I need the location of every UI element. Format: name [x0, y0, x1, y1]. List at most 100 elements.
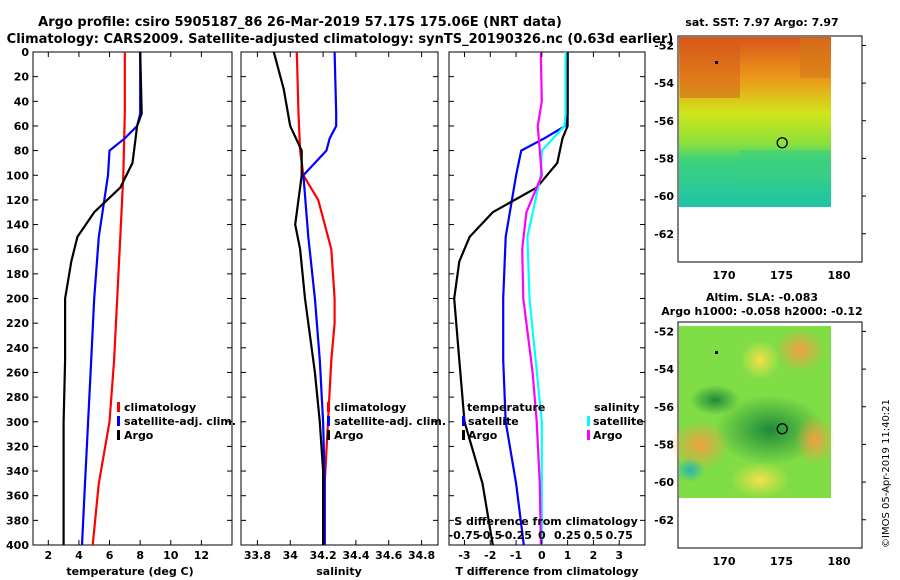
legend-swatch-argo: [117, 430, 120, 440]
sla-map-subtitle: Argo h1000: -0.058 h2000: -0.12: [661, 305, 862, 318]
figure-subtitle: Climatology: CARS2009. Satellite-adjuste…: [7, 32, 674, 47]
legend-label-climatology: climatology: [124, 401, 196, 414]
salinity-xlabel: salinity: [316, 565, 362, 578]
legend-swatch-t-argo: [462, 430, 465, 440]
ytick-label: 140: [6, 219, 29, 232]
temperature-legend: climatology satellite-adj. clim. Argo: [117, 401, 236, 442]
xtick-label: 8: [136, 549, 144, 562]
ytick-label: 160: [6, 243, 29, 256]
legend-title-salinity: salinity: [594, 401, 640, 414]
xtick-label: 34: [283, 549, 299, 562]
ytick-label: 400: [6, 539, 29, 552]
sst-land-dot: [715, 61, 718, 64]
legend-label-t-satellite: satellite: [468, 415, 519, 428]
sst-map-title: sat. SST: 7.97 Argo: 7.97: [685, 16, 838, 29]
sla-xtick-label: 175: [770, 555, 793, 568]
sst-ytick-label: -52: [654, 39, 674, 52]
sst-cool-patch: [740, 150, 830, 180]
ytick-label: 100: [6, 169, 29, 182]
xtick-label: 10: [163, 549, 179, 562]
xtick-label: 2: [590, 549, 598, 562]
ytick-label: 260: [6, 366, 29, 379]
legend-swatch-s-satellite: [587, 416, 590, 426]
ytick-label: 200: [6, 293, 29, 306]
legend-label-s-argo: Argo: [593, 429, 623, 442]
series-line-climatology: [91, 52, 126, 546]
ytick-label: 20: [14, 71, 30, 84]
sla-eddy-high-1: [670, 420, 730, 470]
xtick-label: 34.6: [375, 549, 402, 562]
figure-title: Argo profile: csiro 5905187_86 26-Mar-20…: [38, 15, 562, 30]
ytick-label: 360: [6, 490, 29, 503]
difference-legend: temperature satellite Argo salinity sate…: [462, 401, 644, 442]
xtick-label: -3: [458, 549, 470, 562]
xtick-label: 4: [75, 549, 83, 562]
xtick-label: 0: [538, 549, 546, 562]
sla-land-dot: [715, 351, 718, 354]
sst-ytick-label: -56: [654, 115, 674, 128]
legend-swatch-argo: [327, 430, 330, 440]
t-difference-xlabel: T difference from climatology: [455, 565, 638, 578]
legend-label-argo: Argo: [124, 429, 154, 442]
sla-eddy-mid-1: [730, 462, 790, 498]
series-line-satellite-adj-clim-: [302, 51, 338, 545]
ytick-label: 0: [21, 46, 29, 59]
s-xtick-label: 0: [538, 529, 546, 542]
legend-label-climatology: climatology: [334, 401, 406, 414]
legend-swatch-satellite: [117, 416, 120, 426]
xtick-label: 34.8: [408, 549, 435, 562]
legend-swatch-s-argo: [587, 430, 590, 440]
xtick-label: 33.8: [244, 549, 271, 562]
sla-ytick-label: -58: [654, 438, 674, 451]
credit-text: ©IMOS 05-Apr-2019 11:40:21: [881, 399, 892, 548]
s-difference-xlabel: S difference from climatology: [454, 515, 638, 528]
salinity-legend: climatology satellite-adj. clim. Argo: [327, 401, 446, 442]
legend-title-temperature: temperature: [467, 401, 545, 414]
ytick-label: 280: [6, 391, 29, 404]
series-line-s-satellite: [526, 52, 567, 545]
legend-swatch-climatology: [327, 402, 330, 412]
ytick-label: 340: [6, 465, 29, 478]
ytick-label: 380: [6, 514, 29, 527]
ytick-label: 240: [6, 342, 29, 355]
sst-warm-patch-2: [800, 38, 830, 78]
legend-swatch-climatology: [117, 402, 120, 412]
sst-map: [677, 35, 863, 263]
series-line-argo: [272, 51, 325, 545]
series-line-argo: [62, 51, 143, 545]
sla-ytick-label: -56: [654, 401, 674, 414]
s-xtick-label: -0.75: [449, 529, 481, 542]
sla-eddy-low-2: [690, 385, 740, 415]
series-line-s-argo: [521, 51, 543, 546]
sla-ytick-label: -62: [654, 514, 674, 527]
sst-warm-patch: [680, 38, 740, 98]
s-xtick-label: 0.25: [554, 529, 581, 542]
xtick-label: 1: [564, 549, 572, 562]
xtick-label: -2: [484, 549, 496, 562]
legend-swatch-t-satellite: [462, 416, 465, 426]
ytick-label: 80: [14, 145, 30, 158]
xtick-label: 3: [615, 549, 623, 562]
sla-ytick-label: -54: [654, 363, 674, 376]
ytick-label: 180: [6, 268, 29, 281]
sst-ytick-label: -62: [654, 228, 674, 241]
xtick-label: 6: [106, 549, 114, 562]
sla-eddy-teal: [675, 458, 705, 482]
xtick-label: 12: [194, 549, 209, 562]
legend-label-t-argo: Argo: [468, 429, 498, 442]
sla-eddy-high-3: [795, 415, 835, 465]
sla-ytick-label: -52: [654, 325, 674, 338]
sst-argo-marker: [776, 137, 788, 149]
sst-xtick-label: 175: [770, 269, 793, 282]
xtick-label: 34.4: [342, 549, 369, 562]
sla-xtick-label: 180: [828, 555, 851, 568]
ytick-label: 300: [6, 416, 29, 429]
xtick-label: 2: [44, 549, 52, 562]
ytick-label: 40: [14, 95, 30, 108]
legend-label-argo: Argo: [334, 429, 364, 442]
sst-ytick-label: -60: [654, 190, 674, 203]
sla-map-title: Altim. SLA: -0.083: [706, 291, 818, 304]
legend-label-satellite: satellite-adj. clim.: [334, 415, 446, 428]
temperature-xlabel: temperature (deg C): [66, 565, 193, 578]
